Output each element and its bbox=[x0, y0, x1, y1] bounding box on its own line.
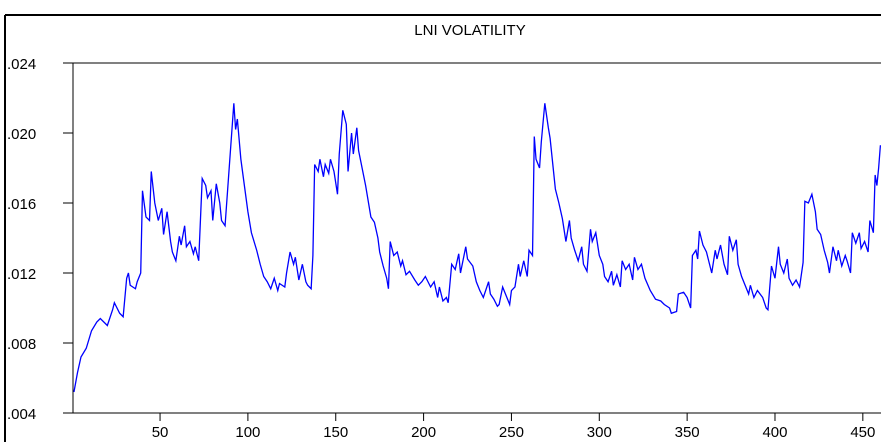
x-tick-label: 400 bbox=[762, 424, 787, 441]
y-tick-label: .012 bbox=[7, 266, 36, 283]
x-tick-label: 200 bbox=[411, 424, 436, 441]
plot-frame bbox=[72, 62, 881, 414]
y-tick-label: .020 bbox=[7, 126, 36, 143]
y-tick-label: .004 bbox=[7, 406, 36, 423]
x-tick-label: 300 bbox=[587, 424, 612, 441]
y-tick-label: .016 bbox=[7, 196, 36, 213]
x-tick-label: 150 bbox=[323, 424, 348, 441]
x-tick-label: 450 bbox=[850, 424, 875, 441]
x-tick-label: 100 bbox=[235, 424, 260, 441]
data-line bbox=[73, 103, 881, 393]
x-tick-label: 350 bbox=[675, 424, 700, 441]
x-tick-label: 250 bbox=[499, 424, 524, 441]
x-tick-label: 50 bbox=[152, 424, 169, 441]
chart-title: LNI VOLATILITY bbox=[414, 22, 525, 39]
y-tick-label: .024 bbox=[7, 56, 36, 73]
y-tick-label: .008 bbox=[7, 336, 36, 353]
